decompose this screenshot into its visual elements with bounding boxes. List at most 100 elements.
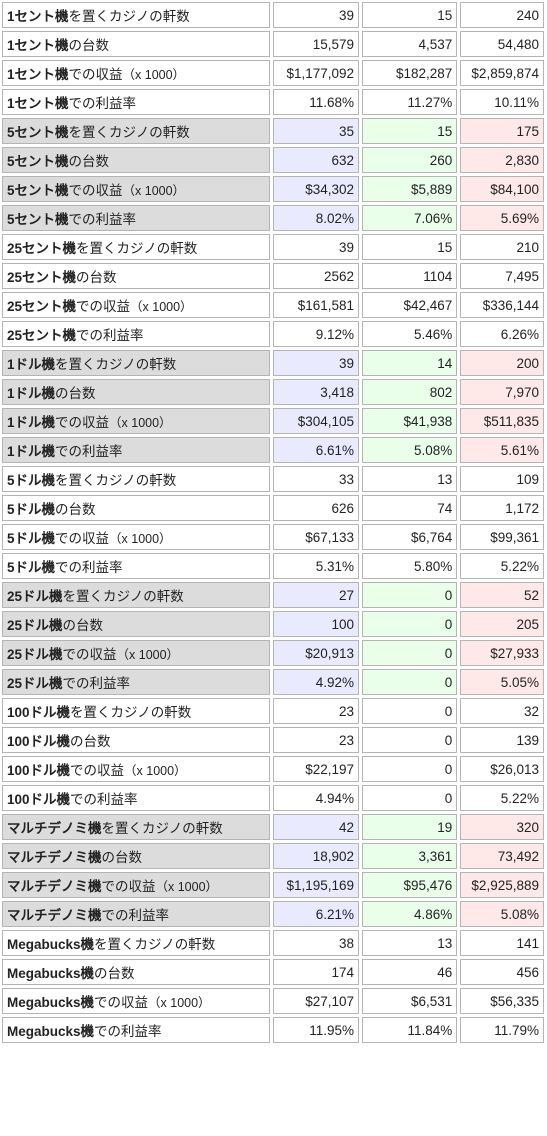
row-label-note: （x 1000） (109, 416, 172, 430)
row-label: 1ドル機の台数 (2, 379, 270, 405)
row-label-rest: を置くカジノの軒数 (101, 821, 223, 836)
value-cell-col1: 39 (272, 2, 360, 28)
value-cell-col2: $182,287 (362, 60, 458, 86)
row-label-rest: を置くカジノの軒数 (55, 357, 177, 372)
table-row: 5ドル機の台数 626 74 1,172 (2, 495, 544, 521)
value-cell-col1: $1,177,092 (272, 60, 360, 86)
value-cell-col3: 6.26% (460, 321, 544, 347)
value-cell-col1: 11.68% (272, 89, 360, 115)
row-label-bold: 25セント機 (7, 328, 77, 343)
value-cell-col1: 8.02% (272, 205, 360, 231)
value-cell-col1: 18,902 (272, 843, 360, 869)
value-cell-col3: 456 (460, 959, 544, 985)
row-label-note: （x 1000） (155, 880, 219, 894)
value-cell-col1: 42 (272, 814, 360, 840)
row-label-note: （x 1000） (130, 300, 193, 314)
table-row: 1ドル機での利益率 6.61% 5.08% 5.61% (2, 437, 544, 463)
row-label-rest: を置くカジノの軒数 (62, 589, 184, 604)
value-cell-col1: 35 (272, 118, 360, 144)
row-label-bold: 25ドル機 (7, 618, 63, 633)
value-cell-col2: 260 (362, 147, 458, 173)
row-label: 100ドル機での利益率 (2, 785, 270, 811)
value-cell-col3: 5.69% (460, 205, 544, 231)
row-label-bold: 1ドル機 (7, 386, 56, 401)
row-label-rest: での収益 (68, 183, 123, 198)
value-cell-col2: 0 (362, 582, 458, 608)
value-cell-col1: 33 (272, 466, 360, 492)
row-label-bold: マルチデノミ機 (7, 908, 102, 923)
value-cell-col2: 0 (362, 727, 458, 753)
row-label: 5セント機での利益率 (2, 205, 270, 231)
row-label-bold: 25セント機 (7, 270, 77, 285)
table-row: 5ドル機での収益（x 1000） $67,133 $6,764 $99,361 (2, 524, 544, 550)
value-cell-col1: 100 (272, 611, 360, 637)
value-cell-col1: 626 (272, 495, 360, 521)
value-cell-col2: 11.27% (362, 89, 458, 115)
value-cell-col3: 205 (460, 611, 544, 637)
row-label-bold: 100ドル機 (7, 763, 71, 778)
row-label-rest: を置くカジノの軒数 (76, 241, 198, 256)
row-label-bold: Megabucks機 (7, 995, 95, 1010)
table-row: マルチデノミ機を置くカジノの軒数 42 19 320 (2, 814, 544, 840)
value-cell-col3: 5.22% (460, 553, 544, 579)
row-label-bold: 5セント機 (7, 154, 69, 169)
value-cell-col3: 210 (460, 234, 544, 260)
value-cell-col1: 174 (272, 959, 360, 985)
table-row: 1セント機の台数 15,579 4,537 54,480 (2, 31, 544, 57)
value-cell-col3: 5.08% (460, 901, 544, 927)
table-row: 25ドル機での利益率 4.92% 0 5.05% (2, 669, 544, 695)
row-label-bold: 1セント機 (7, 67, 69, 82)
value-cell-col3: 32 (460, 698, 544, 724)
row-label-rest: での収益 (62, 647, 117, 662)
row-label-rest: の台数 (76, 270, 117, 285)
value-cell-col2: 0 (362, 756, 458, 782)
row-label: 5ドル機での利益率 (2, 553, 270, 579)
value-cell-col1: 4.92% (272, 669, 360, 695)
value-cell-col2: $95,476 (362, 872, 458, 898)
row-label-note: （x 1000） (122, 184, 186, 198)
table-row: Megabucks機の台数 174 46 456 (2, 959, 544, 985)
row-label: マルチデノミ機を置くカジノの軒数 (2, 814, 270, 840)
table-row: マルチデノミ機の台数 18,902 3,361 73,492 (2, 843, 544, 869)
value-cell-col2: 11.84% (362, 1017, 458, 1043)
row-label-bold: マルチデノミ機 (7, 879, 102, 894)
row-label-bold: マルチデノミ機 (7, 821, 102, 836)
row-label-rest: の台数 (70, 734, 111, 749)
value-cell-col2: 15 (362, 2, 458, 28)
value-cell-col3: $27,933 (460, 640, 544, 666)
table-row: 25セント機での収益（x 1000） $161,581 $42,467 $336,14… (2, 292, 544, 318)
row-label-bold: 5ドル機 (7, 531, 56, 546)
row-label-rest: での利益率 (62, 676, 131, 691)
row-label-rest: での利益率 (94, 1024, 162, 1039)
row-label-bold: マルチデノミ機 (7, 850, 102, 865)
value-cell-col2: 46 (362, 959, 458, 985)
row-label-rest: の台数 (62, 618, 104, 633)
row-label: Megabucks機での利益率 (2, 1017, 270, 1043)
value-cell-col3: 73,492 (460, 843, 544, 869)
row-label: 1ドル機での利益率 (2, 437, 270, 463)
row-label: 25セント機での収益（x 1000） (2, 292, 270, 318)
value-cell-col2: 0 (362, 698, 458, 724)
row-label: 100ドル機を置くカジノの軒数 (2, 698, 270, 724)
row-label: 1セント機の台数 (2, 31, 270, 57)
table-row: 5ドル機での利益率 5.31% 5.80% 5.22% (2, 553, 544, 579)
value-cell-col3: $511,835 (460, 408, 544, 434)
value-cell-col2: $5,889 (362, 176, 458, 202)
row-label-bold: 1セント機 (7, 9, 69, 24)
value-cell-col3: 1,172 (460, 495, 544, 521)
value-cell-col3: $2,859,874 (460, 60, 544, 86)
row-label-rest: での収益 (55, 531, 110, 546)
row-label-rest: での収益 (101, 879, 156, 894)
value-cell-col2: 5.46% (362, 321, 458, 347)
value-cell-col1: 15,579 (272, 31, 360, 57)
row-label: Megabucks機を置くカジノの軒数 (2, 930, 270, 956)
row-label-note: （x 1000） (109, 532, 172, 546)
row-label-bold: 100ドル機 (7, 705, 71, 720)
row-label: 25ドル機の台数 (2, 611, 270, 637)
row-label: マルチデノミ機での収益（x 1000） (2, 872, 270, 898)
value-cell-col3: $84,100 (460, 176, 544, 202)
value-cell-col2: 4.86% (362, 901, 458, 927)
table-row: 25ドル機の台数 100 0 205 (2, 611, 544, 637)
table-row: 5セント機を置くカジノの軒数 35 15 175 (2, 118, 544, 144)
row-label-rest: の台数 (68, 38, 110, 53)
